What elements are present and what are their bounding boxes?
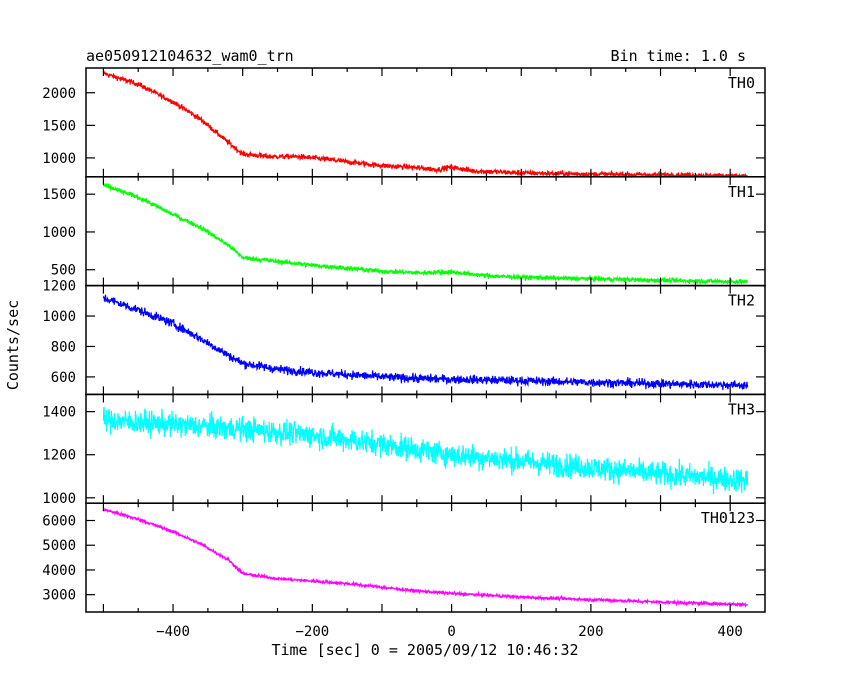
y-tick-label: 2000 — [42, 86, 76, 102]
y-tick-label: 1400 — [42, 405, 76, 421]
y-tick-label: 4000 — [42, 563, 76, 579]
x-axis-label: Time [sec] 0 = 2005/09/12 10:46:32 — [271, 641, 578, 659]
panels-group: TH0100015002000TH150010001500TH260080010… — [42, 67, 766, 640]
panel-label-th2: TH2 — [728, 292, 755, 310]
y-axis-label: Counts/sec — [4, 300, 22, 390]
y-tick-label: 1000 — [42, 309, 76, 325]
y-tick-label: 1000 — [42, 491, 76, 507]
y-tick-label: 3000 — [42, 588, 76, 604]
panel-frame-th0 — [85, 67, 766, 178]
chart-title: ae050912104632_wam0_trn — [86, 47, 294, 65]
x-tick-label: 400 — [718, 624, 743, 640]
y-tick-label: 1500 — [42, 118, 76, 134]
y-tick-label: 6000 — [42, 514, 76, 530]
panel-label-th0123: TH0123 — [701, 509, 755, 527]
x-tick-label: −200 — [295, 624, 329, 640]
y-tick-label: 1000 — [42, 151, 76, 167]
panel-frame-th0123 — [85, 502, 766, 613]
x-tick-label: −400 — [156, 624, 190, 640]
x-tick-label: 0 — [447, 624, 455, 640]
y-tick-label: 500 — [51, 263, 76, 279]
panel-label-th3: TH3 — [728, 400, 755, 418]
series-line-th3 — [102, 406, 749, 495]
y-tick-label: 800 — [51, 339, 76, 355]
series-line-th0123 — [102, 506, 749, 608]
y-tick-label: 600 — [51, 370, 76, 386]
bin-time-label: Bin time: 1.0 s — [611, 47, 746, 65]
y-tick-label: 1200 — [42, 279, 76, 295]
y-tick-label: 1000 — [42, 225, 76, 241]
x-tick-label: 200 — [578, 624, 603, 640]
y-tick-label: 1200 — [42, 448, 76, 464]
series-line-th0 — [102, 70, 748, 179]
y-tick-label: 1500 — [42, 187, 76, 203]
panel-label-th0: TH0 — [728, 74, 755, 92]
panel-frame-th1 — [85, 176, 766, 287]
y-tick-label: 5000 — [42, 538, 76, 554]
series-line-th1 — [102, 182, 749, 286]
series-line-th2 — [102, 294, 749, 391]
panel-label-th1: TH1 — [728, 183, 755, 201]
